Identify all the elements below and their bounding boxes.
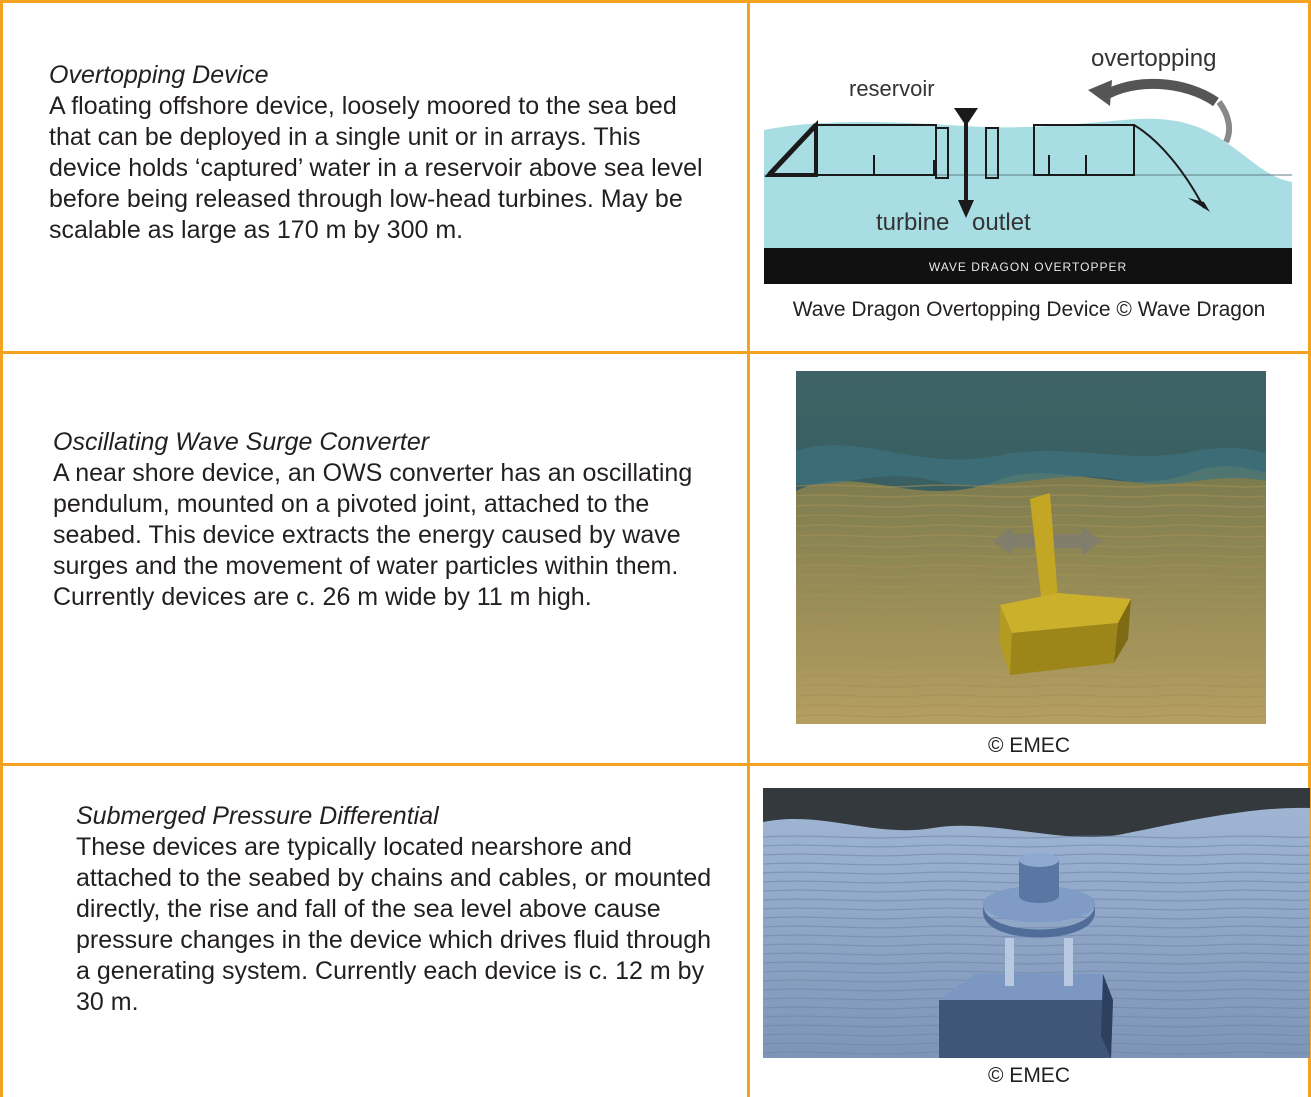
device-description: A floating offshore device, loosely moor… [49, 92, 703, 244]
ows-converter-image [796, 371, 1266, 724]
device-description: A near shore device, an OWS converter ha… [53, 459, 693, 611]
device-title: Overtopping Device [49, 61, 269, 89]
device-title: Oscillating Wave Surge Converter [53, 428, 430, 456]
table-border-right [1308, 0, 1311, 1097]
row-divider [0, 763, 1311, 766]
submerged-pressure-device-image [763, 788, 1310, 1058]
wave-dragon-diagram: overtopping reservoir turbine outlet WAV… [764, 30, 1292, 284]
figure-caption: © EMEC [988, 734, 1070, 757]
row-overtopping-text: Overtopping Device A floating offshore d… [49, 60, 709, 246]
device-title: Submerged Pressure Differential [76, 802, 439, 830]
label-outlet: outlet [972, 209, 1031, 236]
label-overtopping: overtopping [1091, 45, 1216, 72]
figure-caption: Wave Dragon Overtopping Device © Wave Dr… [792, 298, 1266, 321]
table-border-left [0, 0, 3, 1097]
device-description: These devices are typically located near… [76, 833, 712, 1016]
label-reservoir: reservoir [849, 76, 935, 101]
column-divider [747, 0, 750, 1097]
figure-caption: © EMEC [988, 1064, 1070, 1087]
row-divider [0, 351, 1311, 354]
row-submerged-text: Submerged Pressure Differential These de… [76, 801, 716, 1018]
table-border-top [0, 0, 1311, 3]
row-ows-text: Oscillating Wave Surge Converter A near … [53, 427, 713, 613]
banner-text: WAVE DRAGON OVERTOPPER [929, 260, 1127, 274]
label-turbine: turbine [876, 209, 949, 236]
